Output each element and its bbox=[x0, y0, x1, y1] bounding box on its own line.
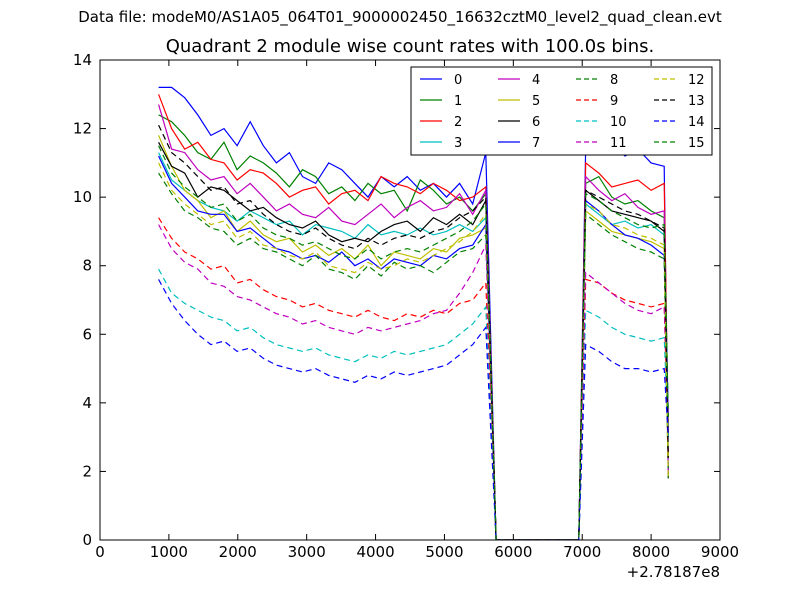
series-line-11 bbox=[158, 224, 669, 540]
legend-label-9: 9 bbox=[610, 94, 618, 109]
y-tick-label: 6 bbox=[82, 325, 92, 343]
series-line-7 bbox=[158, 155, 669, 540]
y-tick-label: 10 bbox=[73, 188, 92, 206]
x-tick-label: 2000 bbox=[219, 543, 257, 561]
x-tick-label: 4000 bbox=[356, 543, 394, 561]
series-line-10 bbox=[158, 268, 669, 540]
legend-label-6: 6 bbox=[532, 115, 540, 130]
legend-label-12: 12 bbox=[688, 73, 705, 88]
legend-label-8: 8 bbox=[610, 73, 618, 88]
legend-label-1: 1 bbox=[454, 94, 462, 109]
y-tick-label: 14 bbox=[73, 51, 92, 69]
axes-layer: 0 1000 2000 3000 4000 5000 6000 7000 8000 9000 0 2 4… bbox=[73, 51, 739, 581]
x-tick-label: 8000 bbox=[632, 543, 670, 561]
series-line-14 bbox=[158, 279, 669, 540]
legend-label-10: 10 bbox=[610, 115, 627, 130]
series-line-6 bbox=[158, 142, 669, 540]
x-tick-label: 5000 bbox=[425, 543, 463, 561]
legend-box bbox=[410, 66, 713, 156]
legend-label-13: 13 bbox=[688, 94, 705, 109]
legend-label-2: 2 bbox=[454, 115, 462, 130]
legend-label-0: 0 bbox=[454, 73, 462, 88]
x-tick-label: 7000 bbox=[563, 543, 601, 561]
series-line-3 bbox=[158, 152, 669, 540]
y-tick-label: 0 bbox=[82, 531, 92, 549]
x-tick-label: 1000 bbox=[150, 543, 188, 561]
y-tick-label: 2 bbox=[82, 462, 92, 480]
series-line-2 bbox=[158, 94, 669, 540]
figure-suptitle: Data file: modeM0/AS1A05_064T01_90000024… bbox=[78, 8, 722, 26]
x-tick-label: 3000 bbox=[288, 543, 326, 561]
chart-title: Quadrant 2 module wise count rates with … bbox=[165, 36, 655, 57]
series-line-13 bbox=[158, 124, 669, 540]
legend-label-11: 11 bbox=[610, 136, 627, 151]
y-tick-label: 4 bbox=[82, 394, 92, 412]
x-tick-label: 0 bbox=[95, 543, 105, 561]
legend-label-15: 15 bbox=[688, 136, 705, 151]
legend-label-7: 7 bbox=[532, 136, 540, 151]
y-tick-label: 8 bbox=[82, 257, 92, 275]
x-offset-label: +2.78187e8 bbox=[627, 563, 720, 581]
series-layer bbox=[158, 86, 669, 540]
series-line-4 bbox=[158, 104, 669, 540]
legend-label-5: 5 bbox=[532, 94, 540, 109]
y-tick-label: 12 bbox=[73, 120, 92, 138]
legend-label-3: 3 bbox=[454, 136, 462, 151]
x-tick-label: 6000 bbox=[494, 543, 532, 561]
plot-frame bbox=[99, 59, 721, 541]
legend-label-14: 14 bbox=[688, 115, 705, 130]
legend-label-4: 4 bbox=[532, 73, 540, 88]
x-tick-label: 9000 bbox=[701, 543, 739, 561]
series-line-1 bbox=[158, 114, 669, 540]
series-line-8 bbox=[158, 172, 669, 540]
